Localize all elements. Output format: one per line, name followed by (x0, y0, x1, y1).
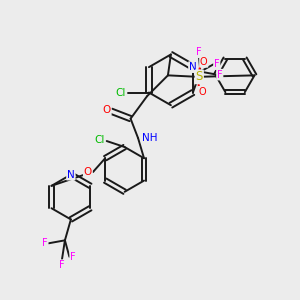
Text: O: O (200, 57, 208, 67)
Text: Cl: Cl (94, 134, 104, 145)
Text: S: S (196, 70, 203, 83)
Text: O: O (84, 167, 92, 177)
Text: N: N (67, 169, 75, 180)
Text: F: F (70, 252, 76, 262)
Text: F: F (59, 260, 65, 270)
Text: O: O (103, 105, 111, 115)
Text: F: F (196, 47, 202, 57)
Text: F: F (42, 238, 48, 248)
Text: F: F (217, 70, 223, 80)
Text: O: O (198, 87, 206, 97)
Text: NH: NH (142, 133, 157, 143)
Text: N: N (189, 62, 197, 72)
Text: F: F (214, 59, 220, 69)
Text: Cl: Cl (116, 88, 126, 98)
